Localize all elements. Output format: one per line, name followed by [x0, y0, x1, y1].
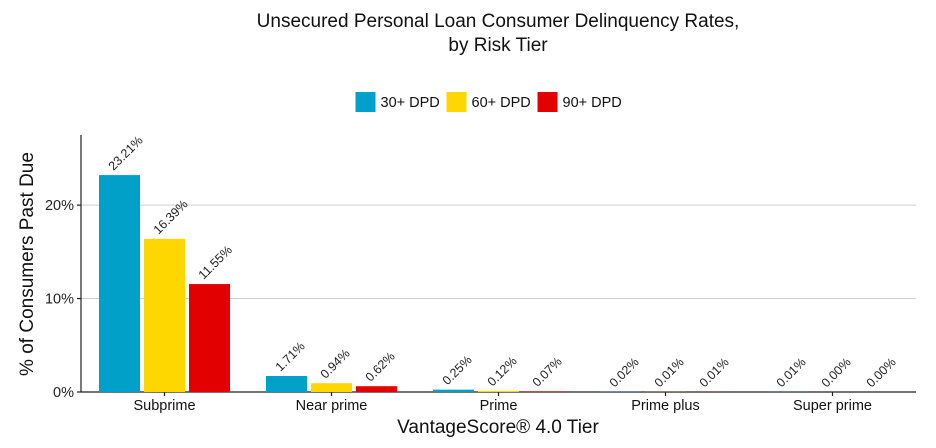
- bars: [99, 175, 808, 392]
- bar: [478, 390, 519, 392]
- x-tick-label: Prime: [480, 398, 518, 414]
- x-tick-label: Subprime: [133, 398, 195, 414]
- bar: [356, 386, 397, 392]
- chart-title-line-2: by Risk Tier: [448, 35, 548, 56]
- data-label: 0.01%: [697, 355, 732, 390]
- bar: [266, 376, 307, 392]
- data-label: 0.25%: [440, 353, 475, 388]
- bar: [433, 389, 474, 392]
- data-label: 0.12%: [485, 354, 520, 389]
- legend-label: 90+ DPD: [563, 95, 622, 111]
- bar: [523, 391, 564, 392]
- x-tick-label: Super prime: [793, 398, 872, 414]
- y-axis-title: % of Consumers Past Due: [17, 152, 38, 376]
- x-tick-label: Prime plus: [631, 398, 700, 414]
- legend-label: 30+ DPD: [381, 95, 440, 111]
- x-tick-label: Near prime: [296, 398, 368, 414]
- chart-title-line-1: Unsecured Personal Loan Consumer Delinqu…: [257, 11, 740, 32]
- data-label: 0.01%: [652, 355, 687, 390]
- data-label: 11.55%: [196, 243, 235, 282]
- bar: [189, 284, 230, 392]
- data-label: 0.00%: [819, 355, 854, 390]
- data-label: 0.94%: [318, 346, 353, 381]
- x-axis-title: VantageScore® 4.0 Tier: [397, 417, 599, 438]
- y-tick-label: 20%: [45, 198, 74, 214]
- chart-title: Unsecured Personal Loan Consumer Delinqu…: [257, 11, 740, 56]
- data-label: 16.39%: [151, 197, 191, 237]
- legend-label: 60+ DPD: [472, 95, 531, 111]
- data-label: 0.02%: [607, 355, 642, 390]
- data-label: 0.00%: [864, 355, 899, 390]
- y-tick-label: 0%: [53, 385, 74, 401]
- bar: [99, 175, 140, 392]
- legend: 30+ DPD 60+ DPD 90+ DPD: [355, 92, 622, 112]
- data-label: 1.71%: [273, 339, 308, 374]
- data-label: 0.01%: [774, 355, 809, 390]
- bar: [311, 383, 352, 392]
- legend-swatch: [446, 92, 467, 112]
- data-label: 23.21%: [106, 133, 146, 173]
- legend-swatch: [355, 92, 376, 112]
- bar: [144, 238, 185, 392]
- y-tick-label: 10%: [45, 292, 74, 308]
- data-label: 0.62%: [363, 349, 398, 384]
- legend-swatch: [537, 92, 558, 112]
- data-label: 0.07%: [530, 354, 565, 389]
